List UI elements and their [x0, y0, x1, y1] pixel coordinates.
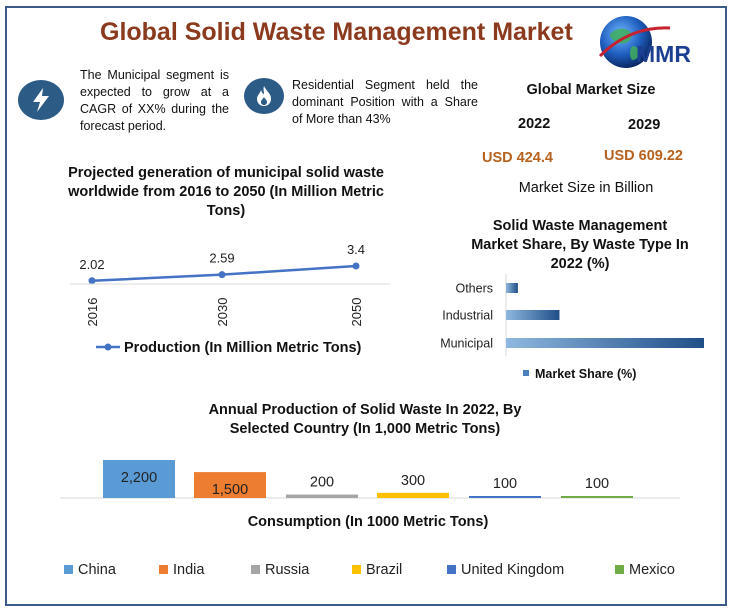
legend-swatch-china	[64, 565, 73, 574]
data-label-2050: 3.4	[347, 242, 365, 257]
bar-russia	[286, 494, 358, 498]
market-value-2022: USD 424.4	[482, 150, 553, 166]
legend-marker-icon	[104, 343, 112, 351]
lightning-icon	[33, 88, 49, 112]
value-label-china: 2,200	[121, 470, 157, 486]
data-point-2016	[88, 277, 96, 285]
infographic-frame	[5, 6, 727, 606]
legend-swatch	[523, 370, 529, 376]
data-point-2030	[218, 271, 226, 279]
legend-label: Market Share (%)	[535, 367, 636, 381]
column-chart-title: Annual Production of Solid Waste In 2022…	[208, 402, 522, 437]
market-size-unit: Market Size in Billion	[518, 180, 654, 196]
hbar-chart: Others Industrial Municipal Market Share (%…	[440, 274, 704, 381]
year-2022: 2022	[518, 116, 551, 132]
line-chart: 2.02 2.59 3.4 2016 2030 2050 Production (In Mi…	[70, 242, 390, 356]
note-text-2: Residential Segment held the dominant Po…	[292, 78, 478, 126]
x-axis-label: Consumption (In 1000 Metric Tons)	[248, 514, 489, 530]
mmr-logo: MMR	[596, 12, 720, 76]
value-label-united-kingdom: 100	[493, 476, 517, 492]
category-label-industrial: Industrial	[442, 309, 493, 323]
note-icon-1	[18, 80, 64, 120]
value-label-russia: 200	[310, 475, 334, 491]
line-chart-title: Projected generation of municipal solid …	[68, 165, 384, 219]
legend-label-brazil: Brazil	[366, 562, 402, 578]
legend-label-china: China	[78, 562, 117, 578]
value-label-mexico: 100	[585, 476, 609, 492]
hbar-chart-title: Solid Waste Management Market Share, By …	[471, 218, 689, 272]
x-tick-2050: 2050	[349, 298, 364, 327]
value-label-india: 1,500	[212, 482, 248, 498]
page-title: Global Solid Waste Management Market	[100, 18, 573, 46]
legend-label-united-kingdom: United Kingdom	[461, 562, 564, 578]
value-label-brazil: 300	[401, 473, 425, 489]
x-tick-2016: 2016	[85, 298, 100, 327]
bar-municipal	[506, 338, 704, 348]
bar-mexico	[561, 496, 633, 498]
legend-swatch-brazil	[352, 565, 361, 574]
bar-others	[506, 283, 518, 293]
bar-india	[194, 472, 266, 498]
data-label-2016: 2.02	[79, 257, 104, 272]
legend-label-india: India	[173, 562, 205, 578]
x-tick-2030: 2030	[215, 298, 230, 327]
legend-swatch-russia	[251, 565, 260, 574]
bar-china	[103, 460, 175, 498]
category-label-municipal: Municipal	[440, 337, 493, 351]
legend-label: Production (In Million Metric Tons)	[124, 340, 362, 356]
year-2029: 2029	[628, 117, 661, 133]
legend-label-russia: Russia	[265, 562, 310, 578]
note-text-1: The Municipal segment is expected to gro…	[80, 68, 229, 133]
bar-united-kingdom	[469, 496, 541, 498]
data-point-2050	[352, 262, 360, 270]
market-size-title: Global Market Size	[526, 82, 656, 98]
category-label-others: Others	[455, 282, 493, 296]
bar-industrial	[506, 310, 560, 320]
legend-swatch-mexico	[615, 565, 624, 574]
logo-text: MMR	[636, 41, 691, 67]
legend-swatch-united-kingdom	[447, 565, 456, 574]
legend-swatch-india	[159, 565, 168, 574]
column-chart: 2,200 1,500 200 300 100 100 Consumption (In 10…	[60, 460, 680, 578]
market-value-2029: USD 609.22	[604, 148, 683, 164]
flame-icon	[257, 86, 271, 106]
legend-label-mexico: Mexico	[629, 562, 675, 578]
note-icon-2	[244, 78, 284, 114]
data-label-2030: 2.59	[209, 251, 234, 266]
bar-brazil	[377, 492, 449, 498]
